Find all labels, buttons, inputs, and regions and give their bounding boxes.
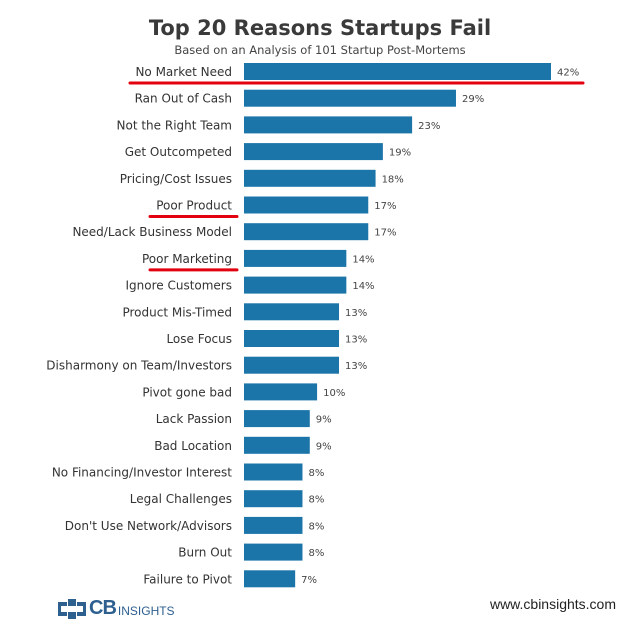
bar-failure-to-pivot bbox=[244, 570, 296, 588]
value-label-legal-challenges: 8% bbox=[308, 495, 324, 506]
bar-ran-out-of-cash bbox=[244, 89, 456, 107]
cb-insights-logo: CB INSIGHTS bbox=[58, 597, 175, 620]
bar-legal-challenges bbox=[244, 490, 303, 508]
value-label-ignore-customers: 14% bbox=[352, 281, 374, 292]
bar-burn-out bbox=[244, 543, 303, 561]
category-label-lack-passion: Lack Passion bbox=[156, 412, 232, 426]
value-label-don-t-use-network-advisors: 8% bbox=[308, 521, 324, 532]
value-label-poor-product: 17% bbox=[374, 201, 396, 212]
category-label-lose-focus: Lose Focus bbox=[166, 332, 232, 346]
category-label-legal-challenges: Legal Challenges bbox=[130, 492, 232, 506]
bar-pricing-cost-issues bbox=[244, 169, 376, 187]
value-label-poor-marketing: 14% bbox=[352, 254, 374, 265]
category-label-get-outcompeted: Get Outcompeted bbox=[125, 145, 232, 159]
bar-poor-marketing bbox=[244, 249, 347, 267]
value-label-not-the-right-team: 23% bbox=[418, 121, 440, 132]
footer-url: www.cbinsights.com bbox=[489, 596, 616, 612]
bar-ignore-customers bbox=[244, 276, 347, 294]
chart-title: Top 20 Reasons Startups Fail bbox=[148, 16, 492, 40]
value-label-product-mis-timed: 13% bbox=[345, 308, 367, 319]
value-label-need-lack-business-model: 17% bbox=[374, 228, 396, 239]
bar-bad-location bbox=[244, 436, 310, 454]
category-label-poor-marketing: Poor Marketing bbox=[142, 252, 232, 266]
bar-not-the-right-team bbox=[244, 116, 413, 134]
category-label-need-lack-business-model: Need/Lack Business Model bbox=[72, 225, 232, 239]
value-label-disharmony-on-team-investors: 13% bbox=[345, 361, 367, 372]
category-label-no-market-need: No Market Need bbox=[135, 65, 232, 79]
category-label-no-financing-investor-interest: No Financing/Investor Interest bbox=[52, 466, 232, 480]
category-label-disharmony-on-team-investors: Disharmony on Team/Investors bbox=[46, 359, 232, 373]
value-label-burn-out: 8% bbox=[308, 548, 324, 559]
bar-don-t-use-network-advisors bbox=[244, 516, 303, 534]
category-label-failure-to-pivot: Failure to Pivot bbox=[143, 572, 232, 586]
bar-product-mis-timed bbox=[244, 303, 340, 321]
value-label-lose-focus: 13% bbox=[345, 335, 367, 346]
category-label-don-t-use-network-advisors: Don't Use Network/Advisors bbox=[65, 519, 232, 533]
value-label-lack-passion: 9% bbox=[316, 415, 332, 426]
value-label-ran-out-of-cash: 29% bbox=[462, 94, 484, 105]
value-label-bad-location: 9% bbox=[316, 441, 332, 452]
cb-logo-icon bbox=[58, 598, 86, 619]
category-label-ran-out-of-cash: Ran Out of Cash bbox=[135, 92, 232, 106]
bar-pivot-gone-bad bbox=[244, 383, 318, 401]
category-label-pricing-cost-issues: Pricing/Cost Issues bbox=[120, 172, 232, 186]
category-label-bad-location: Bad Location bbox=[154, 439, 232, 453]
category-label-poor-product: Poor Product bbox=[156, 199, 232, 213]
value-label-no-financing-investor-interest: 8% bbox=[308, 468, 324, 479]
logo-insights-text: INSIGHTS bbox=[117, 604, 175, 618]
value-label-no-market-need: 42% bbox=[557, 68, 579, 79]
bar-poor-product bbox=[244, 196, 369, 214]
chart-subtitle: Based on an Analysis of 101 Startup Post… bbox=[174, 43, 466, 57]
logo-cb-text: CB bbox=[89, 597, 117, 619]
value-label-pricing-cost-issues: 18% bbox=[382, 174, 404, 185]
bar-lose-focus bbox=[244, 330, 340, 347]
bar-get-outcompeted bbox=[244, 143, 383, 161]
category-label-product-mis-timed: Product Mis-Timed bbox=[122, 305, 232, 319]
category-label-ignore-customers: Ignore Customers bbox=[125, 279, 232, 293]
category-label-pivot-gone-bad: Pivot gone bad bbox=[142, 385, 232, 399]
bar-disharmony-on-team-investors bbox=[244, 356, 340, 374]
category-label-burn-out: Burn Out bbox=[178, 546, 232, 560]
bar-need-lack-business-model bbox=[244, 223, 369, 241]
category-label-not-the-right-team: Not the Right Team bbox=[117, 118, 232, 132]
value-label-pivot-gone-bad: 10% bbox=[323, 388, 345, 399]
bar-no-market-need bbox=[244, 63, 551, 80]
bar-lack-passion bbox=[244, 410, 310, 428]
value-label-get-outcompeted: 19% bbox=[389, 148, 411, 159]
bar-no-financing-investor-interest bbox=[244, 463, 303, 481]
value-label-failure-to-pivot: 7% bbox=[301, 575, 317, 586]
